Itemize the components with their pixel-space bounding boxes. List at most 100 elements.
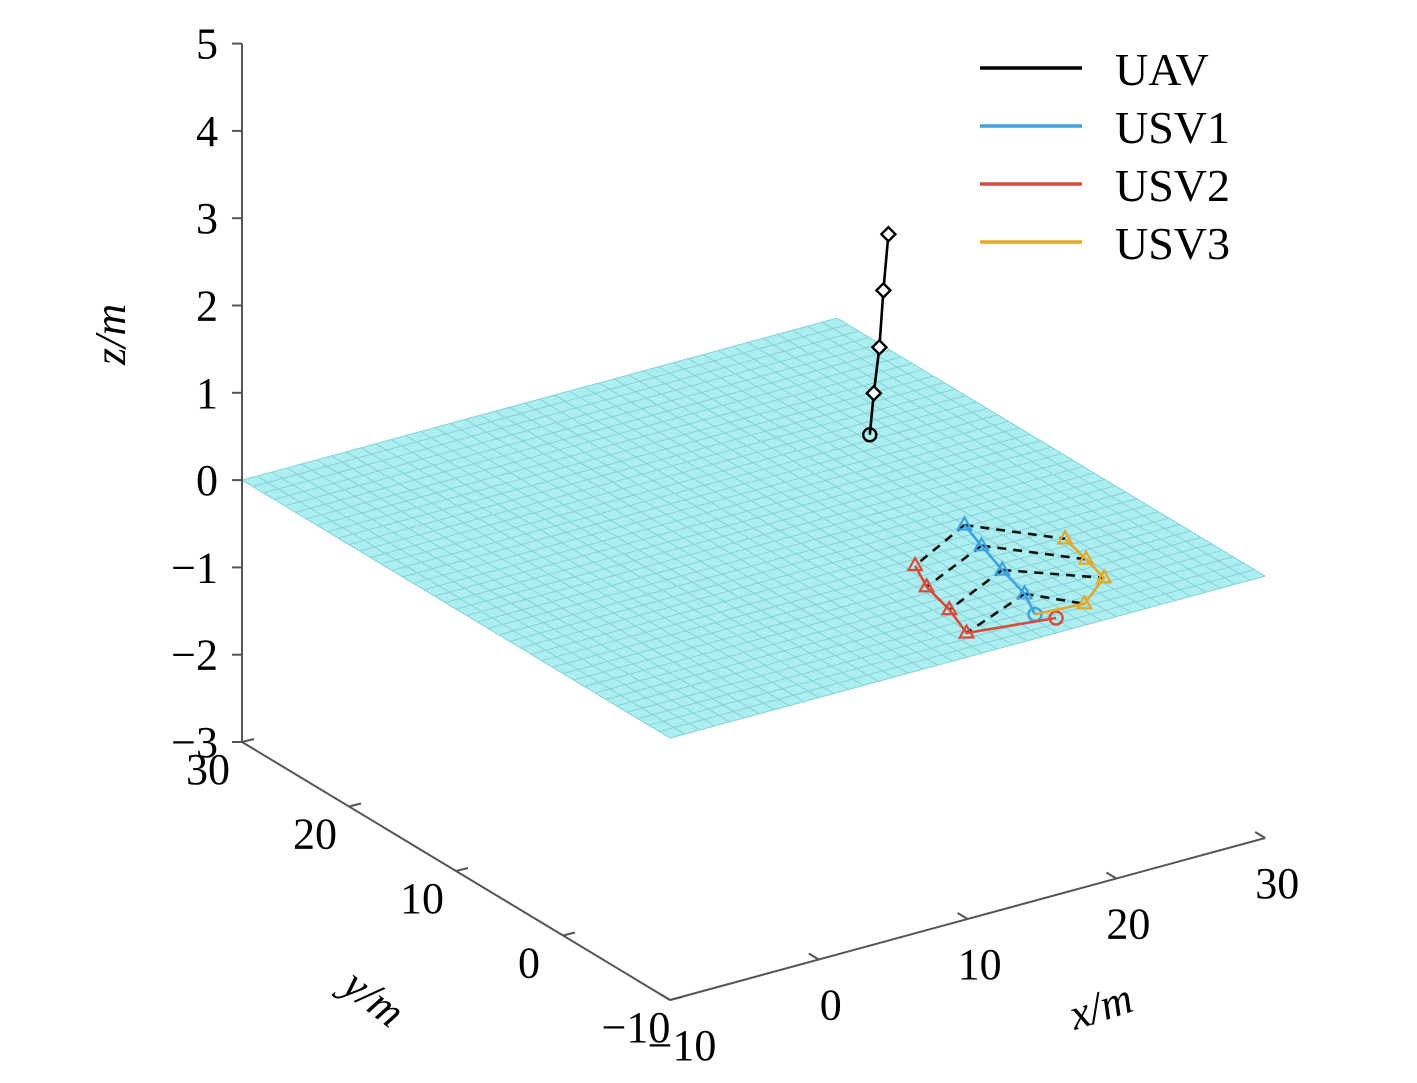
start-point-usv2 bbox=[1048, 610, 1064, 626]
grid-line-x bbox=[688, 358, 1117, 618]
formation-link bbox=[948, 568, 1004, 611]
grid-line-x bbox=[762, 337, 1192, 597]
grid-line-x bbox=[822, 321, 1251, 581]
grid-line-x bbox=[673, 362, 1102, 622]
formation-link bbox=[981, 544, 1087, 561]
point-marker-usv2 bbox=[906, 555, 924, 572]
grid-line-x bbox=[554, 394, 983, 654]
point-marker-usv2 bbox=[917, 577, 936, 593]
grid-line-y bbox=[284, 343, 881, 507]
series-line-usv2 bbox=[913, 564, 1057, 635]
grid-line-y bbox=[252, 324, 849, 488]
plane-grid bbox=[241, 317, 1266, 739]
formation-links bbox=[914, 523, 1105, 635]
point-marker-uav bbox=[879, 225, 898, 243]
point-marker-usv1 bbox=[993, 560, 1011, 576]
water-plane bbox=[241, 317, 1266, 739]
grid-line-x bbox=[777, 333, 1206, 593]
grid-line-y bbox=[306, 356, 902, 520]
point-marker-uav bbox=[865, 384, 883, 402]
grid-line-y bbox=[241, 317, 838, 481]
grid-line-x bbox=[836, 317, 1266, 577]
point-marker-usv1 bbox=[1016, 584, 1034, 600]
legend-label-usv1: USV1 bbox=[1115, 102, 1230, 153]
formation-link bbox=[965, 592, 1026, 635]
x-tick bbox=[1105, 871, 1117, 880]
z-tick-label: 2 bbox=[196, 282, 218, 331]
grid-line-y bbox=[434, 433, 1030, 597]
x-tick-label: −10 bbox=[648, 1021, 717, 1070]
series-line-usv3 bbox=[1034, 537, 1106, 616]
point-marker-usv2 bbox=[957, 623, 976, 639]
point-marker-usv1 bbox=[972, 535, 991, 552]
y-tick-label: −10 bbox=[602, 1003, 671, 1052]
grid-line-y bbox=[316, 362, 913, 526]
point-marker-usv3 bbox=[1056, 529, 1074, 545]
x-tick bbox=[957, 912, 969, 920]
grid-line-y bbox=[445, 440, 1041, 604]
grid-line-y bbox=[263, 330, 859, 494]
point-marker-usv3 bbox=[1095, 568, 1113, 584]
y-tick bbox=[455, 867, 469, 872]
y-tick bbox=[348, 802, 362, 808]
grid-line-x bbox=[628, 374, 1058, 634]
y-tick bbox=[669, 996, 683, 1001]
grid-line-y bbox=[348, 382, 945, 546]
grid-line-x bbox=[643, 370, 1073, 630]
z-tick-label: 4 bbox=[196, 107, 218, 156]
x-axis-label: x/m bbox=[1062, 973, 1139, 1040]
x-tick bbox=[1254, 831, 1266, 839]
point-marker-usv3 bbox=[1077, 549, 1095, 565]
legend-label-usv2: USV2 bbox=[1115, 160, 1230, 211]
grid-line-y bbox=[455, 446, 1052, 610]
grid-line-x bbox=[747, 341, 1177, 601]
axes bbox=[232, 42, 1266, 1001]
grid-line-y bbox=[359, 388, 956, 552]
grid-line-y bbox=[402, 414, 998, 578]
point-marker-usv2 bbox=[940, 599, 958, 616]
grid-line-y bbox=[338, 375, 934, 539]
grid-line-y bbox=[413, 420, 1009, 584]
point-marker-uav bbox=[874, 281, 893, 300]
grid-line-x bbox=[598, 382, 1028, 642]
grid-line-x bbox=[792, 329, 1221, 589]
z-tick-label: 1 bbox=[196, 369, 218, 418]
z-axis-label: z/m bbox=[86, 304, 135, 366]
grid-line-x bbox=[569, 390, 998, 650]
y-tick-label: 30 bbox=[186, 745, 230, 794]
formation-link bbox=[1024, 592, 1085, 606]
formation-link bbox=[914, 524, 966, 567]
x-tick-label: 30 bbox=[1255, 859, 1299, 908]
grid-line-y bbox=[380, 401, 977, 565]
x-tick-label: 20 bbox=[1106, 900, 1150, 949]
grid-line-x bbox=[658, 366, 1087, 626]
point-marker-usv3 bbox=[1075, 594, 1093, 610]
grid-line-y bbox=[370, 395, 966, 558]
formation-link bbox=[964, 523, 1066, 541]
legend: UAV USV1 USV2 USV3 bbox=[980, 44, 1230, 269]
series-line-usv1 bbox=[963, 524, 1037, 615]
z-tick-label: 5 bbox=[196, 20, 218, 69]
formation-link bbox=[1002, 568, 1105, 580]
y-tick bbox=[562, 931, 576, 937]
x-tick-label: 0 bbox=[820, 981, 842, 1030]
x-tick-label: 10 bbox=[958, 940, 1002, 989]
grid-line-y bbox=[423, 427, 1020, 591]
y-tick-label: 10 bbox=[400, 874, 444, 923]
z-tick-label: −1 bbox=[171, 543, 218, 592]
z-tick-label: 3 bbox=[196, 194, 218, 243]
x-tick bbox=[808, 952, 820, 961]
z-tick-label: −2 bbox=[171, 631, 218, 680]
grid-line-x bbox=[807, 325, 1236, 585]
series-layer bbox=[862, 225, 1113, 639]
legend-label-uav: UAV bbox=[1115, 44, 1209, 95]
z-tick-label: −3 bbox=[171, 718, 218, 767]
grid-line-y bbox=[295, 349, 891, 513]
grid-line-x bbox=[703, 354, 1132, 613]
z-tick-label: 0 bbox=[196, 456, 218, 505]
y-tick-label: 20 bbox=[293, 810, 337, 859]
point-marker-usv1 bbox=[955, 515, 974, 531]
y-tick-label: 0 bbox=[518, 939, 540, 988]
